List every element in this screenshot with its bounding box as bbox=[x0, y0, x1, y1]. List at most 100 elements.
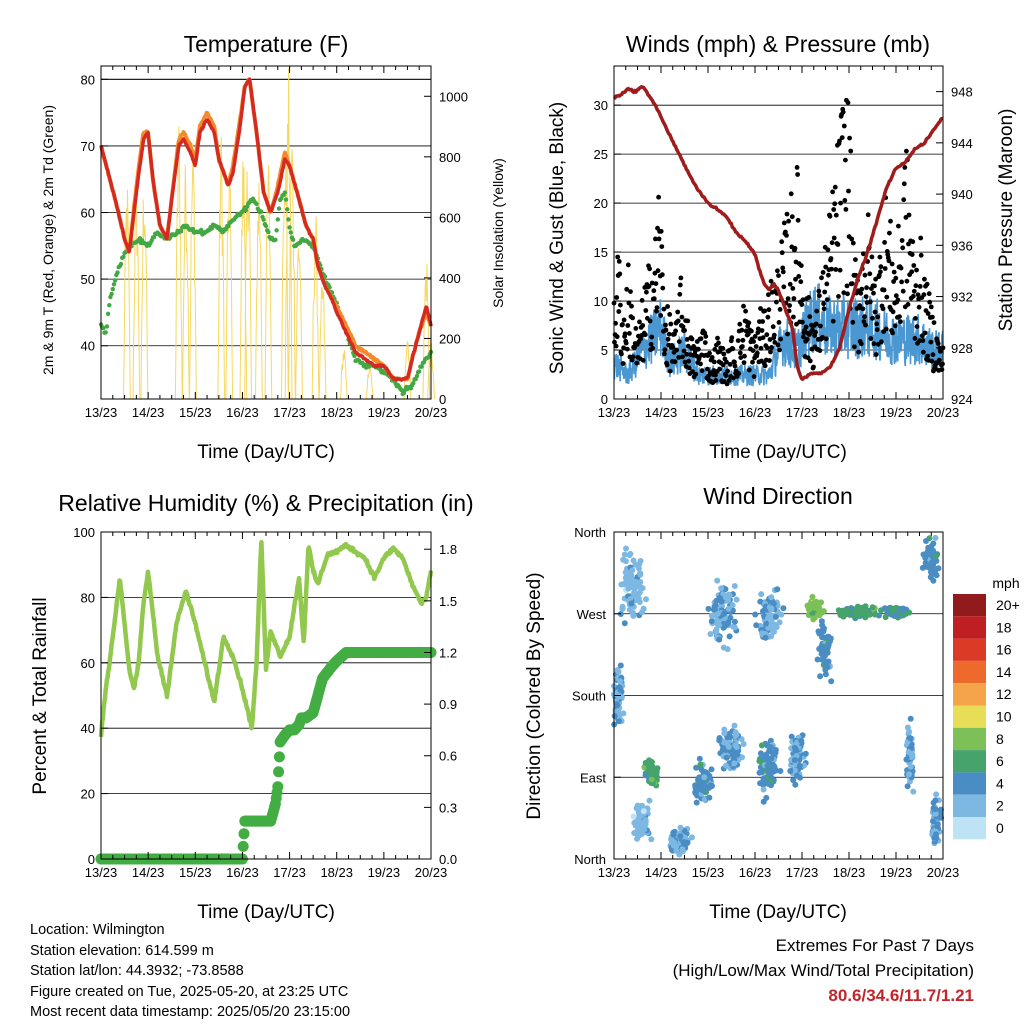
dewpoint-point bbox=[105, 311, 111, 316]
gust-point bbox=[654, 308, 659, 314]
speed-legend-swatch bbox=[953, 727, 986, 751]
gust-point bbox=[758, 345, 764, 351]
direction-y-tick-label: South bbox=[572, 689, 606, 704]
direction-point bbox=[905, 749, 912, 756]
gust-point bbox=[829, 266, 834, 272]
gust-point bbox=[677, 282, 683, 288]
winds-y-tick-label: 5 bbox=[601, 343, 608, 358]
speed-legend-label: 0 bbox=[996, 820, 1004, 836]
dewpoint-point bbox=[417, 369, 422, 374]
temperature-y-tick-label: 70 bbox=[81, 139, 95, 154]
temperature-left-label: 2m & 9m T (Red, Orange) & 2m Td (Green) bbox=[40, 105, 56, 375]
gust-point bbox=[891, 269, 897, 275]
gust-point bbox=[640, 323, 646, 328]
direction-point bbox=[771, 763, 778, 770]
winds-y2-tick-label: 928 bbox=[951, 341, 973, 356]
gust-point bbox=[740, 344, 745, 349]
direction-point bbox=[637, 571, 644, 578]
direction-point bbox=[823, 660, 830, 667]
gust-point bbox=[921, 349, 926, 355]
gust-point bbox=[654, 305, 660, 310]
direction-point bbox=[725, 605, 732, 612]
gust-point bbox=[771, 332, 777, 338]
humidity-line bbox=[98, 539, 434, 738]
direction-point bbox=[933, 831, 939, 838]
gust-point bbox=[873, 352, 879, 357]
direction-point bbox=[810, 615, 817, 622]
extremes-subtitle: (High/Low/Max Wind/Total Precipitation) bbox=[672, 961, 974, 980]
gust-point bbox=[827, 213, 833, 219]
gust-point bbox=[925, 353, 930, 359]
dewpoint-point bbox=[243, 207, 249, 213]
direction-point bbox=[731, 722, 738, 729]
gust-point bbox=[663, 322, 668, 328]
latest-timestamp: Most recent data timestamp: 2025/05/20 2… bbox=[30, 1004, 351, 1020]
direction-point bbox=[822, 652, 828, 659]
gust-point bbox=[682, 328, 687, 333]
gust-point bbox=[675, 318, 681, 324]
direction-point bbox=[677, 824, 684, 831]
gust-point bbox=[662, 347, 668, 353]
direction-point bbox=[701, 796, 708, 803]
gust-point bbox=[614, 295, 620, 300]
direction-point bbox=[828, 678, 835, 685]
gust-point bbox=[726, 378, 732, 383]
humidity-x-tick-label: 15/23 bbox=[179, 865, 212, 880]
gust-point bbox=[931, 320, 937, 325]
gust-point bbox=[844, 283, 850, 289]
direction-point bbox=[701, 774, 708, 781]
speed-legend-swatch bbox=[953, 705, 986, 728]
gust-point bbox=[821, 306, 827, 312]
dewpoint-point bbox=[190, 226, 196, 232]
gust-point bbox=[818, 323, 823, 329]
winds-y2-tick-label: 940 bbox=[951, 187, 973, 202]
gust-point bbox=[924, 281, 930, 287]
humidity-x-tick-label: 19/23 bbox=[368, 865, 401, 880]
gust-point bbox=[658, 313, 664, 318]
solar-insolation-spike bbox=[244, 171, 252, 400]
direction-point bbox=[731, 583, 738, 589]
gust-point bbox=[864, 285, 869, 291]
gust-point bbox=[899, 279, 904, 285]
speed-legend-swatch bbox=[953, 750, 986, 773]
direction-point bbox=[636, 589, 643, 596]
humidity-x-tick-label: 14/23 bbox=[132, 865, 165, 880]
gust-point bbox=[785, 331, 790, 337]
gust-point bbox=[685, 318, 691, 324]
gust-point bbox=[776, 320, 782, 325]
gust-point bbox=[872, 283, 877, 289]
gust-point bbox=[878, 264, 884, 270]
winds-x-tick-label: 18/23 bbox=[833, 405, 866, 420]
direction-point bbox=[778, 611, 785, 618]
gust-point bbox=[898, 319, 903, 325]
gust-point bbox=[872, 309, 878, 315]
figure-created: Figure created on Tue, 2025-05-20, at 23… bbox=[30, 983, 349, 1000]
direction-point bbox=[919, 564, 926, 571]
direction-point bbox=[643, 596, 649, 603]
direction-point bbox=[892, 605, 898, 612]
gust-point bbox=[764, 332, 770, 338]
direction-point bbox=[619, 605, 626, 612]
gust-point bbox=[821, 301, 826, 307]
direction-point bbox=[907, 763, 914, 770]
direction-point bbox=[708, 618, 715, 625]
gust-point bbox=[664, 362, 670, 368]
gust-point bbox=[769, 345, 774, 350]
gust-point bbox=[656, 236, 662, 242]
gust-point bbox=[624, 286, 630, 292]
gust-point bbox=[910, 239, 916, 245]
gust-point bbox=[791, 314, 796, 320]
humidity-y2-tick-label: 1.8 bbox=[439, 542, 457, 557]
direction-point bbox=[710, 606, 717, 613]
gust-point bbox=[698, 336, 704, 342]
direction-point bbox=[766, 756, 773, 762]
gust-point bbox=[778, 336, 783, 342]
direction-point bbox=[622, 569, 629, 576]
direction-point bbox=[630, 813, 637, 820]
gust-point bbox=[795, 172, 800, 177]
gust-point bbox=[884, 294, 890, 300]
winds-y2-tick-label: 944 bbox=[951, 136, 973, 151]
solar-insolation-spike bbox=[174, 126, 183, 400]
gust-point bbox=[833, 267, 839, 272]
